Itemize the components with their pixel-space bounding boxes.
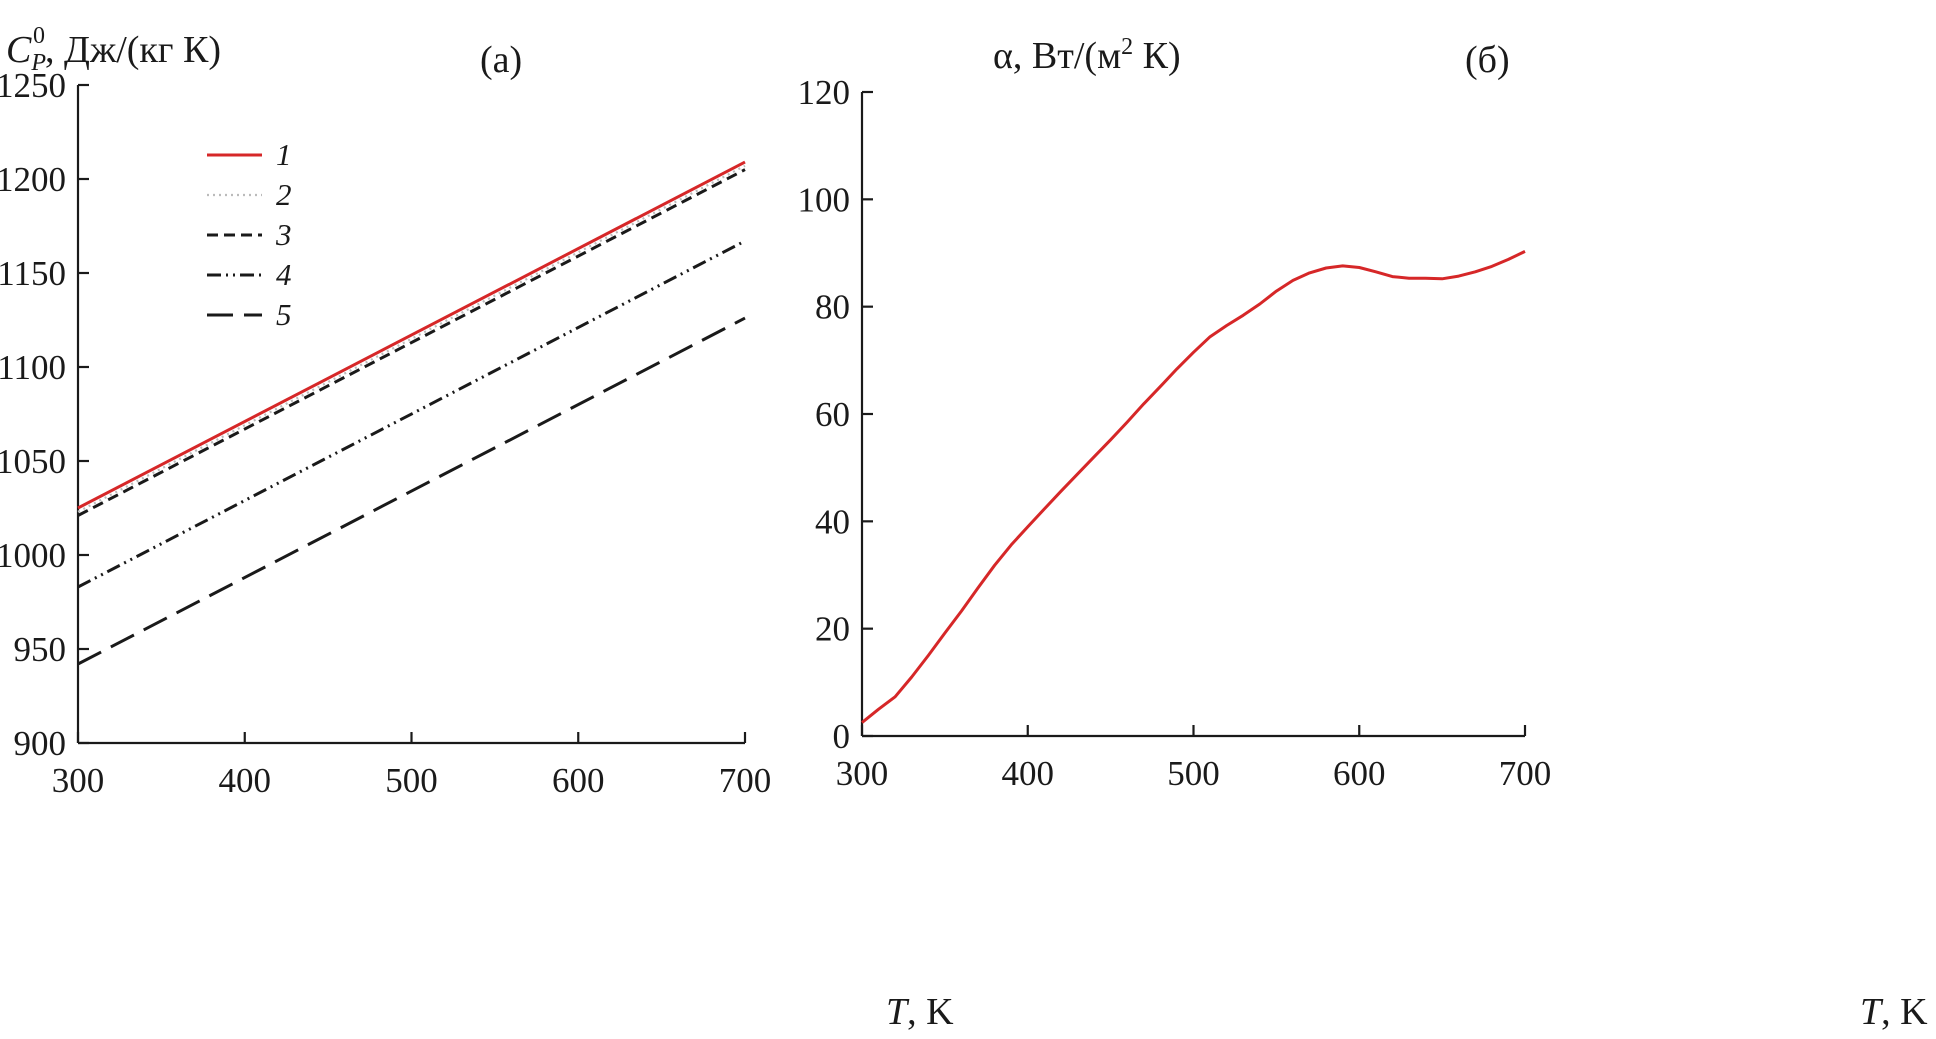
a-x-tick-label: 600 bbox=[552, 761, 605, 800]
b-x-tick-label: 600 bbox=[1333, 754, 1386, 793]
panel-b-chart: α, Вт/(м2 К) (б) 300 400 500 600 700 0 20 40 60 8… bbox=[798, 34, 1929, 1033]
legend-label-5: 5 bbox=[276, 297, 292, 332]
a-x-tick-label: 400 bbox=[219, 761, 272, 800]
panel-a-series-group bbox=[77, 160, 746, 666]
a-series-line-4 bbox=[77, 239, 746, 589]
a-y-tick-label: 900 bbox=[14, 724, 67, 763]
a-y-tick-label: 1250 bbox=[0, 66, 66, 105]
panel-a-x-axis-title: T, K bbox=[886, 991, 954, 1033]
a-series-line-3 bbox=[77, 168, 746, 517]
legend-label-1: 1 bbox=[276, 137, 292, 172]
a-series-line-5 bbox=[77, 316, 746, 666]
b-y-tick-label: 100 bbox=[798, 180, 851, 219]
panel-b-series-group bbox=[861, 250, 1526, 724]
a-series-line-2 bbox=[77, 164, 746, 513]
panel-b-x-axis-title: T, K bbox=[1860, 991, 1928, 1033]
a-x-tick-label: 700 bbox=[719, 761, 772, 800]
b-y-tick-label: 120 bbox=[798, 73, 851, 112]
panel-a-axes: 300 400 500 600 700 900 950 1000 1050 1100 1150 120… bbox=[0, 66, 771, 800]
b-x-tick-label: 700 bbox=[1499, 754, 1552, 793]
panel-b-tag: (б) bbox=[1465, 39, 1510, 81]
b-y-tick-label: 20 bbox=[815, 610, 850, 649]
legend-label-3: 3 bbox=[275, 217, 292, 252]
a-y-tick-label: 1000 bbox=[0, 536, 66, 575]
b-y-tick-label: 40 bbox=[815, 502, 850, 541]
a-y-tick-label: 1100 bbox=[0, 348, 66, 387]
b-y-tick-label: 60 bbox=[815, 395, 850, 434]
legend-label-2: 2 bbox=[276, 177, 292, 212]
a-series-line-1 bbox=[77, 160, 746, 510]
a-y-tick-label: 1150 bbox=[0, 254, 66, 293]
b-y-tick-label: 0 bbox=[833, 717, 851, 756]
a-x-tick-label: 500 bbox=[385, 761, 438, 800]
panel-a-y-axis-title: CP0, Дж/(кг К) bbox=[6, 23, 221, 76]
panel-b-axes: 300 400 500 600 700 0 20 40 60 80 100 120 bbox=[798, 73, 1552, 793]
panel-b-y-axis-title: α, Вт/(м2 К) bbox=[993, 34, 1181, 77]
a-y-tick-label: 1050 bbox=[0, 442, 66, 481]
b-x-tick-label: 400 bbox=[1002, 754, 1055, 793]
a-y-tick-label: 1200 bbox=[0, 160, 66, 199]
panel-a-legend: 1 2 3 4 5 bbox=[207, 137, 292, 332]
b-y-tick-label: 80 bbox=[815, 288, 850, 327]
panel-a-tag: (a) bbox=[480, 39, 522, 81]
b-x-tick-label: 300 bbox=[836, 754, 889, 793]
a-y-tick-label: 950 bbox=[14, 630, 67, 669]
b-x-tick-label: 500 bbox=[1167, 754, 1220, 793]
panel-a-chart: CP0, Дж/(кг К) (a) 300 400 500 600 700900950… bbox=[0, 23, 954, 1033]
b-series-line-1 bbox=[861, 250, 1526, 724]
a-x-tick-label: 300 bbox=[52, 761, 105, 800]
legend-label-4: 4 bbox=[276, 257, 292, 292]
